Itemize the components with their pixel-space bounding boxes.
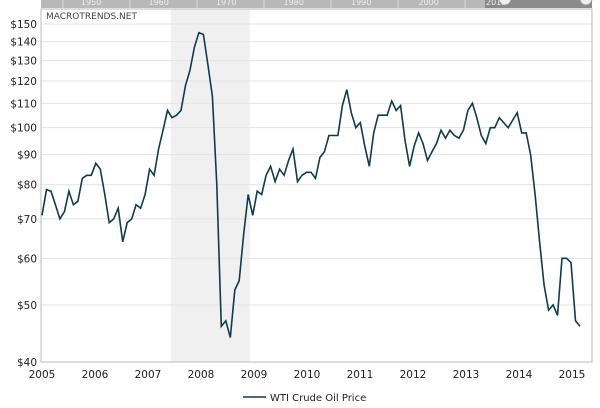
x-tick-label: 2014 xyxy=(506,369,533,381)
x-tick-label: 2009 xyxy=(241,369,268,381)
y-tick-label: $40 xyxy=(17,357,37,369)
x-tick-label: 2010 xyxy=(294,369,321,381)
navigator-label: 1960 xyxy=(149,0,169,7)
navigator-strip[interactable]: 1950 1960 1970 1980 1990 2000 2010 xyxy=(41,0,593,8)
recession-shading xyxy=(170,9,250,362)
y-tick-label: $110 xyxy=(10,98,37,110)
watermark: MACROTRENDS.NET xyxy=(46,12,137,22)
x-tick-label: 2013 xyxy=(453,369,480,381)
y-tick-label: $120 xyxy=(10,76,37,88)
x-tick-label: 2008 xyxy=(188,369,215,381)
navigator-label: 2010 xyxy=(486,0,506,7)
x-tick-label: 2012 xyxy=(400,369,427,381)
y-tick-label: $50 xyxy=(17,300,37,312)
y-axis-labels: $40 $50 $60 $70 $80 $90 $100 $110 $120 $130 $140 $1… xyxy=(10,19,37,369)
legend-label: WTI Crude Oil Price xyxy=(270,393,366,404)
y-tick-label: $90 xyxy=(17,150,37,162)
y-tick-label: $80 xyxy=(17,180,37,192)
y-tick-label: $100 xyxy=(10,123,37,135)
navigator-label: 1980 xyxy=(284,0,304,7)
x-tick-label: 2007 xyxy=(135,369,162,381)
y-tick-label: $70 xyxy=(17,214,37,226)
x-axis-labels: 2005 2006 2007 2008 2009 2010 2011 2012 2013 2014… xyxy=(29,369,586,381)
navigator-handle-right[interactable] xyxy=(579,0,593,6)
navigator-label: 1950 xyxy=(81,0,101,7)
x-tick-label: 2011 xyxy=(347,369,374,381)
legend[interactable]: WTI Crude Oil Price xyxy=(243,393,366,404)
navigator-label: 1990 xyxy=(351,0,371,7)
x-tick-label: 2005 xyxy=(29,369,56,381)
series-line-wti xyxy=(41,31,581,338)
y-tick-label: $60 xyxy=(17,253,37,265)
navigator-handle-left[interactable] xyxy=(498,0,512,6)
x-tick-label: 2006 xyxy=(82,369,109,381)
y-tick-label: $140 xyxy=(10,37,37,49)
x-tick-label: 2015 xyxy=(559,369,586,381)
y-tick-label: $150 xyxy=(10,19,37,31)
navigator-label: 1970 xyxy=(216,0,236,7)
navigator-label: 2000 xyxy=(419,0,439,7)
y-tick-label: $130 xyxy=(10,56,37,68)
navigator-track[interactable] xyxy=(41,0,592,8)
y-gridlines xyxy=(41,23,592,363)
plot-border xyxy=(40,8,593,363)
navigator-selection[interactable] xyxy=(485,0,592,8)
